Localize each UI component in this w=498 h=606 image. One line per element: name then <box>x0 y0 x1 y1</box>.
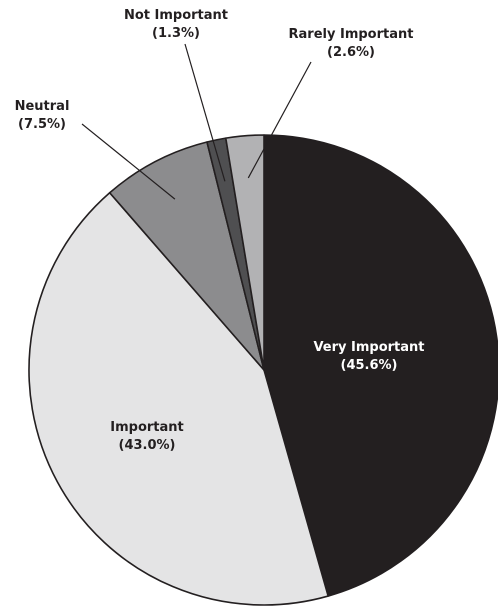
leader-line-rarely-important <box>247 61 312 179</box>
leader-line-not-important <box>184 43 226 182</box>
slice-important <box>28 191 329 606</box>
leader-lines <box>81 43 312 200</box>
pie-slices <box>28 134 498 606</box>
label-rarely-important: Rarely Important <box>289 27 414 42</box>
slice-neutral <box>108 141 265 371</box>
label-not-important: Not Important <box>124 8 228 23</box>
pct-rarely-important: (2.6%) <box>327 45 375 60</box>
pct-important: (43.0%) <box>119 438 176 453</box>
pct-neutral: (7.5%) <box>18 117 66 132</box>
pct-very-important: (45.6%) <box>341 358 398 373</box>
slice-rarely-important <box>224 134 265 371</box>
pct-not-important: (1.3%) <box>152 26 200 41</box>
label-important: Important <box>110 420 184 435</box>
label-neutral: Neutral <box>15 99 70 114</box>
slice-very-important <box>263 134 498 597</box>
label-very-important: Very Important <box>313 340 424 355</box>
leader-line-neutral <box>81 123 176 200</box>
